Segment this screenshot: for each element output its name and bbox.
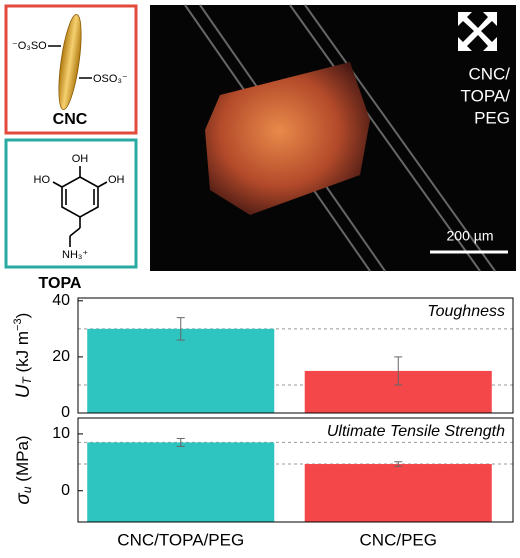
annotation: Ultimate Tensile Strength xyxy=(327,423,505,440)
group-label: OH xyxy=(72,153,89,165)
sample-label: PEG xyxy=(474,108,510,127)
group-label: ⁻O₃SO xyxy=(12,40,47,52)
error-bar xyxy=(176,437,185,447)
y-label-symbol: σ xyxy=(13,492,34,505)
y-label-symbol: U xyxy=(13,384,34,398)
topa-structure xyxy=(52,166,108,247)
y-tick-label: 40 xyxy=(52,292,70,309)
error-bar xyxy=(394,461,403,467)
bar xyxy=(304,464,492,522)
polarizer-icon xyxy=(458,12,497,51)
group-label: HO xyxy=(34,174,51,186)
bar xyxy=(87,328,275,413)
group-label: OH xyxy=(108,174,125,186)
bar xyxy=(87,442,275,522)
axes-frame xyxy=(77,417,514,523)
error-bar xyxy=(176,317,185,341)
x-tick-label: CNC/TOPA/PEG xyxy=(117,530,244,549)
y-axis-label: σu (MPa) xyxy=(13,435,34,504)
sample-label: TOPA/ xyxy=(461,86,511,105)
y-tick-label: 0 xyxy=(61,404,70,421)
y-label-end: ) xyxy=(13,313,32,319)
topa-panel xyxy=(4,138,138,269)
group-label: NH₃⁺ xyxy=(62,249,88,261)
y-label-sup: −3 xyxy=(12,318,24,331)
y-axis-label: UT (kJ m−3) xyxy=(12,313,34,399)
x-tick-label: CNC/PEG xyxy=(360,530,437,549)
y-label-unit: (kJ m xyxy=(13,331,32,377)
scale-bar-label: 200 µm xyxy=(447,228,494,244)
annotation: Toughness xyxy=(427,303,505,320)
y-tick-label: 0 xyxy=(61,482,70,499)
y-label-subscript: T xyxy=(20,376,34,385)
sample-label: CNC/ xyxy=(468,64,510,83)
y-label-unit: (MPa) xyxy=(13,435,32,486)
group-label: OSO₃⁻ xyxy=(93,73,128,85)
sample-region xyxy=(205,62,370,215)
axes-frame xyxy=(77,297,514,414)
y-label-subscript: u xyxy=(20,486,34,493)
topa-label: TOPA xyxy=(39,275,82,292)
error-bar xyxy=(394,356,403,386)
y-tick-label: 10 xyxy=(52,425,70,442)
cnc-label: CNC xyxy=(53,111,88,128)
cnc-rod xyxy=(58,14,82,110)
y-tick-label: 20 xyxy=(52,348,70,365)
